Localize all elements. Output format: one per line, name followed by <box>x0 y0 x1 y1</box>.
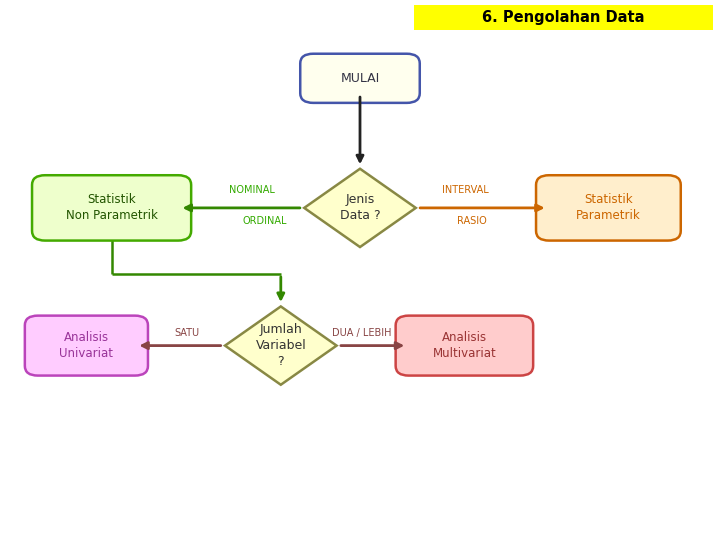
Text: Jumlah
Variabel
?: Jumlah Variabel ? <box>256 323 306 368</box>
Polygon shape <box>225 306 337 384</box>
Text: NOMINAL: NOMINAL <box>229 185 275 195</box>
FancyBboxPatch shape <box>396 315 533 376</box>
Text: INTERVAL: INTERVAL <box>443 185 489 195</box>
Text: MULAI: MULAI <box>341 72 379 85</box>
Text: Statistik
Non Parametrik: Statistik Non Parametrik <box>66 193 158 222</box>
Text: RASIO: RASIO <box>456 216 487 226</box>
FancyBboxPatch shape <box>24 315 148 376</box>
FancyBboxPatch shape <box>536 175 681 241</box>
Text: Statistik
Parametrik: Statistik Parametrik <box>576 193 641 222</box>
Text: DUA / LEBIH: DUA / LEBIH <box>332 328 391 338</box>
FancyBboxPatch shape <box>414 5 713 30</box>
Text: ORDINAL: ORDINAL <box>243 216 287 226</box>
Polygon shape <box>304 168 416 247</box>
Text: SATU: SATU <box>175 328 199 338</box>
Text: Analisis
Univariat: Analisis Univariat <box>59 331 114 360</box>
FancyBboxPatch shape <box>300 54 420 103</box>
Text: 6. Pengolahan Data: 6. Pengolahan Data <box>482 10 644 25</box>
FancyBboxPatch shape <box>32 175 192 241</box>
Text: Jenis
Data ?: Jenis Data ? <box>340 193 380 222</box>
Text: Analisis
Multivariat: Analisis Multivariat <box>433 331 496 360</box>
